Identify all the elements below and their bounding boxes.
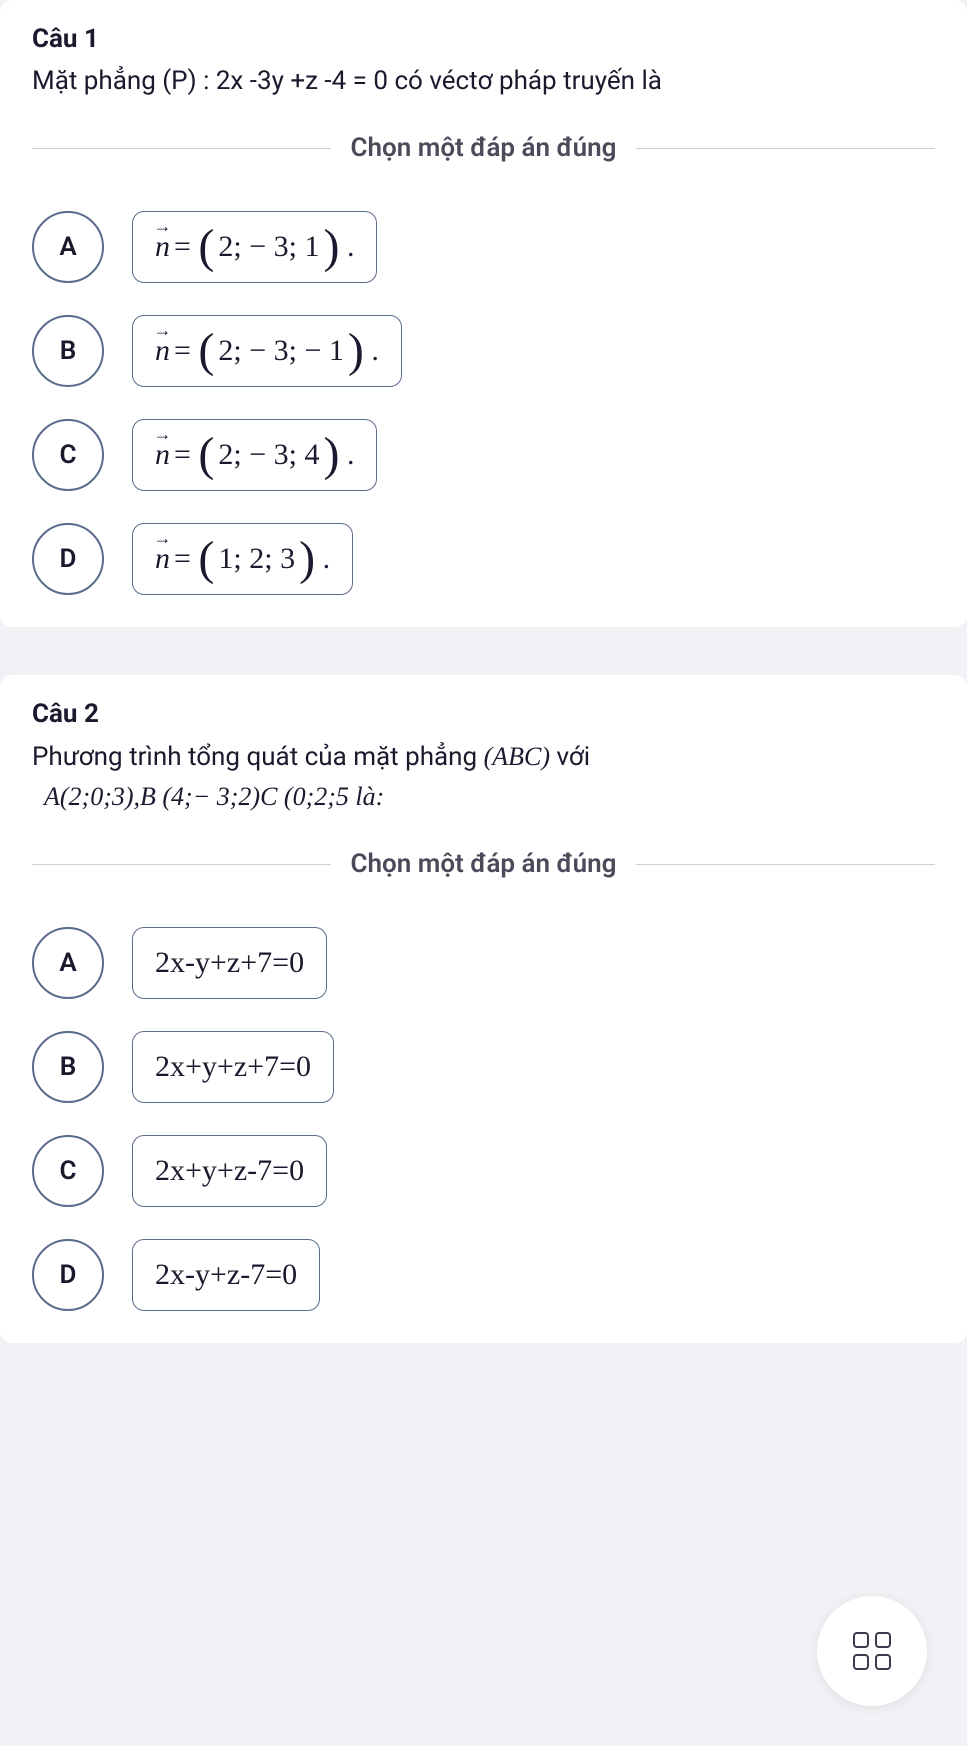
- instruction-text: Chọn một đáp án đúng: [331, 133, 637, 163]
- option-letter-a[interactable]: A: [32, 927, 104, 999]
- option-c[interactable]: C 2x+y+z-7=0: [32, 1135, 935, 1207]
- divider-left: [32, 148, 331, 149]
- option-letter-b[interactable]: B: [32, 1031, 104, 1103]
- divider-left: [32, 864, 331, 865]
- option-a[interactable]: A → n = ( 2; − 3; 1 ) .: [32, 211, 935, 283]
- instruction-text: Chọn một đáp án đúng: [331, 849, 637, 879]
- option-b[interactable]: B 2x+y+z+7=0: [32, 1031, 935, 1103]
- vector-n-icon: → n: [155, 334, 170, 368]
- option-content-d[interactable]: 2x-y+z-7=0: [132, 1239, 320, 1311]
- option-content-b[interactable]: → n = ( 2; − 3; − 1 ) .: [132, 315, 402, 387]
- question-card-2: Câu 2 Phương trình tổng quát của mặt phẳ…: [0, 675, 967, 1343]
- instruction-row: Chọn một đáp án đúng: [32, 849, 935, 879]
- option-letter-d[interactable]: D: [32, 523, 104, 595]
- question-card-1: Câu 1 Mặt phẳng (P) : 2x -3y +z -4 = 0 c…: [0, 0, 967, 627]
- option-a[interactable]: A 2x-y+z+7=0: [32, 927, 935, 999]
- question-title: Câu 1: [32, 24, 935, 54]
- option-d[interactable]: D 2x-y+z-7=0: [32, 1239, 935, 1311]
- option-content-d[interactable]: → n = ( 1; 2; 3 ) .: [132, 523, 353, 595]
- instruction-row: Chọn một đáp án đúng: [32, 133, 935, 163]
- question-text: Phương trình tổng quát của mặt phẳng (AB…: [32, 737, 935, 817]
- divider-right: [636, 148, 935, 149]
- options-container: A → n = ( 2; − 3; 1 ) . B → n =: [32, 211, 935, 595]
- option-content-a[interactable]: 2x-y+z+7=0: [132, 927, 327, 999]
- option-content-a[interactable]: → n = ( 2; − 3; 1 ) .: [132, 211, 377, 283]
- divider-right: [636, 864, 935, 865]
- option-letter-d[interactable]: D: [32, 1239, 104, 1311]
- question-title: Câu 2: [32, 699, 935, 729]
- option-c[interactable]: C → n = ( 2; − 3; 4 ) .: [32, 419, 935, 491]
- option-letter-c[interactable]: C: [32, 419, 104, 491]
- option-content-b[interactable]: 2x+y+z+7=0: [132, 1031, 334, 1103]
- question-text: Mặt phẳng (P) : 2x -3y +z -4 = 0 có véct…: [32, 62, 935, 101]
- grid-menu-button[interactable]: [817, 1596, 927, 1706]
- option-letter-a[interactable]: A: [32, 211, 104, 283]
- option-b[interactable]: B → n = ( 2; − 3; − 1 ) .: [32, 315, 935, 387]
- option-letter-b[interactable]: B: [32, 315, 104, 387]
- options-container: A 2x-y+z+7=0 B 2x+y+z+7=0 C 2x+y+z-7=0 D…: [32, 927, 935, 1311]
- grid-icon: [853, 1632, 891, 1670]
- vector-n-icon: → n: [155, 542, 170, 576]
- vector-n-icon: → n: [155, 438, 170, 472]
- option-d[interactable]: D → n = ( 1; 2; 3 ) .: [32, 523, 935, 595]
- option-content-c[interactable]: → n = ( 2; − 3; 4 ) .: [132, 419, 377, 491]
- vector-n-icon: → n: [155, 230, 170, 264]
- option-letter-c[interactable]: C: [32, 1135, 104, 1207]
- option-content-c[interactable]: 2x+y+z-7=0: [132, 1135, 327, 1207]
